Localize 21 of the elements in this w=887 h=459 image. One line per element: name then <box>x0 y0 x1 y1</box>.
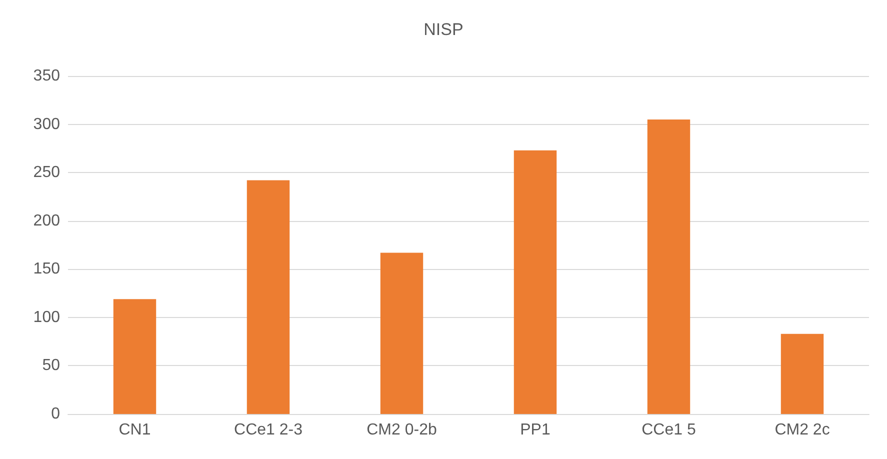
x-tick-label: CN1 <box>118 422 151 438</box>
chart-title: NISP <box>424 20 464 39</box>
x-tick-label: CM2 2c <box>774 422 830 438</box>
bar <box>113 299 156 414</box>
bar <box>514 150 557 414</box>
y-tick-label: 100 <box>33 308 60 326</box>
y-tick-label: 200 <box>33 212 60 230</box>
y-tick-label: 350 <box>33 68 60 84</box>
y-tick-label: 250 <box>33 164 60 182</box>
y-tick-label: 0 <box>51 406 60 422</box>
x-tick-label: CCe1 2-3 <box>234 422 303 438</box>
y-tick-label: 300 <box>33 116 60 133</box>
x-tick-label: CM2 0-2b <box>366 422 437 438</box>
bar <box>780 334 824 414</box>
x-tick-label: PP1 <box>520 422 550 438</box>
y-tick-label: 50 <box>42 357 60 374</box>
x-tick-label: CCe1 5 <box>642 422 696 438</box>
y-tick-label: 150 <box>33 260 60 278</box>
bar <box>380 252 424 414</box>
bar <box>246 180 290 414</box>
bar <box>647 119 690 414</box>
